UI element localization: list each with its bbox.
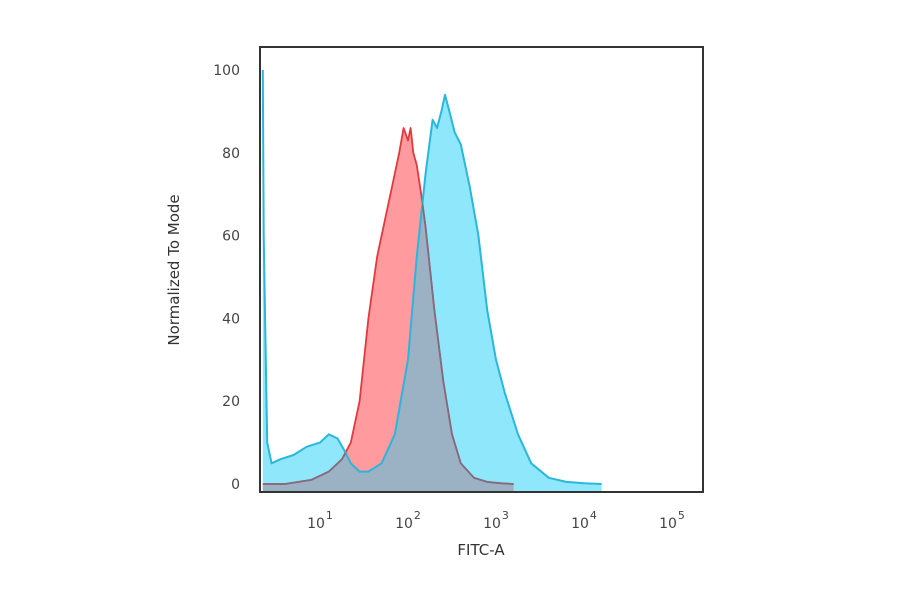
y-axis-title: Normalized To Mode bbox=[165, 194, 183, 345]
y-tick-label: 100 bbox=[213, 63, 240, 79]
y-tick-label: 20 bbox=[222, 394, 240, 410]
x-axis-title: FITC-A bbox=[457, 541, 505, 559]
y-tick-label: 80 bbox=[222, 146, 240, 162]
x-tick-label: 102 bbox=[395, 509, 421, 532]
x-axis-ticks: 101 102 103 104 105 bbox=[307, 509, 685, 532]
isotype-control-fill bbox=[262, 128, 514, 491]
antibody-stained-fill bbox=[262, 70, 602, 491]
y-tick-label: 0 bbox=[231, 477, 240, 493]
y-axis-ticks: 0 20 40 60 80 100 bbox=[213, 63, 240, 493]
y-tick-label: 60 bbox=[222, 229, 240, 245]
x-tick-label: 101 bbox=[307, 509, 333, 532]
x-tick-label: 103 bbox=[483, 509, 509, 532]
antibody-stained-line bbox=[261, 69, 602, 485]
x-tick-label: 105 bbox=[659, 509, 685, 532]
y-tick-label: 40 bbox=[222, 311, 240, 327]
histogram-series bbox=[261, 69, 602, 491]
plot-frame bbox=[259, 46, 704, 493]
x-tick-label: 104 bbox=[571, 509, 597, 532]
